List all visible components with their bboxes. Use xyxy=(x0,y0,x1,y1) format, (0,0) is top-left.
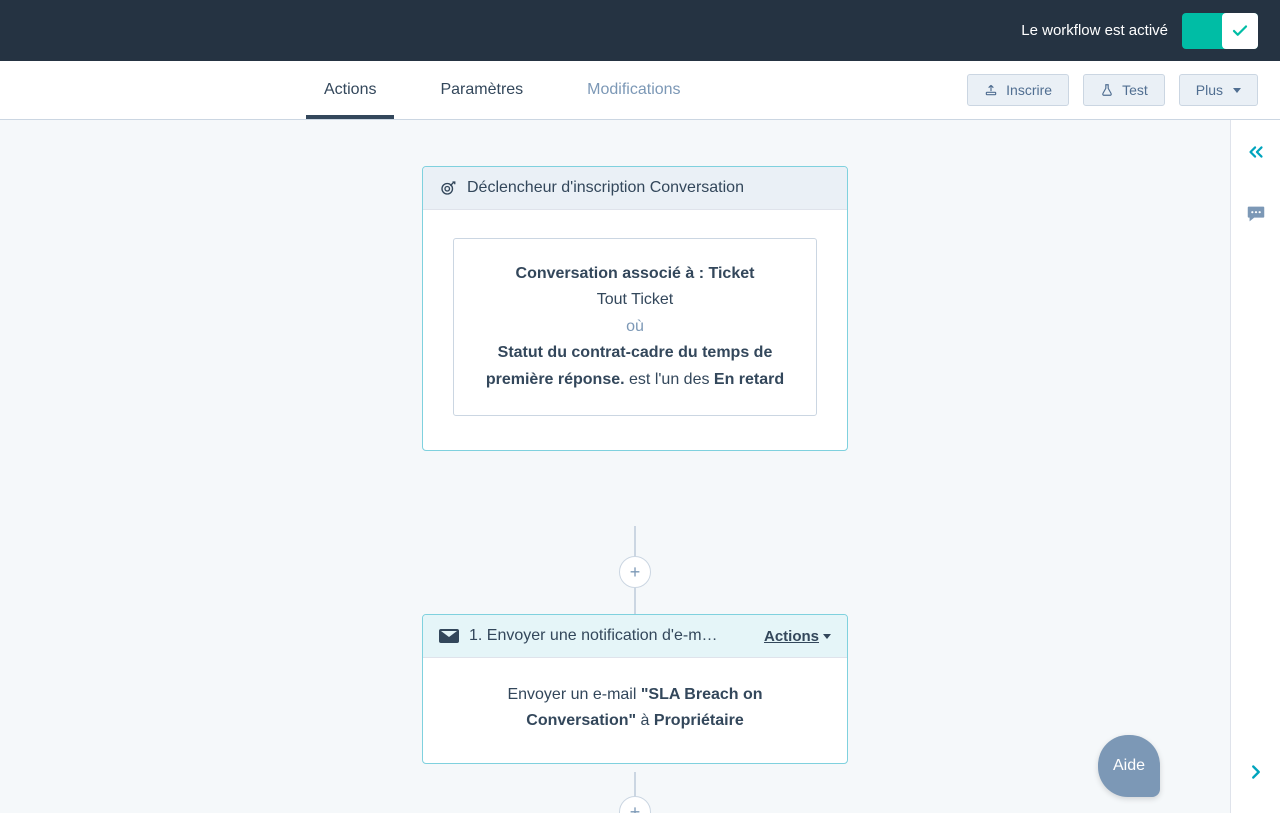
inscrire-button[interactable]: Inscrire xyxy=(967,74,1069,106)
test-label: Test xyxy=(1122,83,1148,97)
action-body-mid: à xyxy=(636,712,654,729)
trigger-line3b: En retard xyxy=(714,371,784,388)
plus-icon: + xyxy=(630,802,641,813)
plus-button[interactable]: Plus xyxy=(1179,74,1258,106)
actions-menu-label: Actions xyxy=(764,628,819,645)
trigger-card-header: Déclencheur d'inscription Conversation xyxy=(423,167,847,210)
nav-spacer xyxy=(713,61,968,119)
plus-icon: + xyxy=(630,562,641,583)
action-card-header-left: 1. Envoyer une notification d'e-m… xyxy=(439,627,754,645)
nav-tabs: Actions Paramètres Modifications xyxy=(292,61,713,119)
mail-icon xyxy=(439,629,459,643)
tab-actions[interactable]: Actions xyxy=(292,61,408,119)
enroll-icon xyxy=(984,83,998,97)
tab-modifications[interactable]: Modifications xyxy=(555,61,712,119)
collapse-rail-button[interactable] xyxy=(1238,134,1274,170)
tab-parametres-label: Paramètres xyxy=(440,81,523,99)
tab-modifications-label: Modifications xyxy=(587,81,680,99)
add-action-button-1[interactable]: + xyxy=(619,556,651,588)
flask-icon xyxy=(1100,83,1114,97)
test-button[interactable]: Test xyxy=(1083,74,1165,106)
action-card[interactable]: 1. Envoyer une notification d'e-m… Actio… xyxy=(422,614,848,764)
tab-parametres[interactable]: Paramètres xyxy=(408,61,555,119)
toggle-track xyxy=(1182,13,1222,49)
help-label: Aide xyxy=(1113,757,1145,775)
comments-button[interactable] xyxy=(1238,196,1274,232)
top-header: Le workflow est activé xyxy=(0,0,1280,61)
inscrire-label: Inscrire xyxy=(1006,83,1052,97)
trigger-card[interactable]: Déclencheur d'inscription Conversation C… xyxy=(422,166,848,451)
chevron-double-left-icon xyxy=(1245,141,1267,163)
trigger-card-body: Conversation associé à : Ticket Tout Tic… xyxy=(423,210,847,450)
toggle-on-indicator xyxy=(1222,13,1258,49)
action-card-header: 1. Envoyer une notification d'e-m… Actio… xyxy=(423,615,847,658)
comment-icon xyxy=(1245,203,1267,225)
canvas-wrap: Déclencheur d'inscription Conversation C… xyxy=(0,120,1280,813)
chevron-down-icon xyxy=(823,634,831,639)
check-icon xyxy=(1231,22,1249,40)
plus-label: Plus xyxy=(1196,83,1223,97)
workflow-toggle[interactable] xyxy=(1182,13,1258,49)
action-card-title: 1. Envoyer une notification d'e-m… xyxy=(469,627,718,645)
help-bubble[interactable]: Aide xyxy=(1098,735,1160,797)
chevron-right-icon xyxy=(1245,761,1267,783)
nav-actions: Inscrire Test Plus xyxy=(967,61,1258,119)
workflow-canvas[interactable]: Déclencheur d'inscription Conversation C… xyxy=(0,120,1230,813)
trigger-card-title: Déclencheur d'inscription Conversation xyxy=(467,179,744,197)
trigger-line1: Conversation associé à : Ticket xyxy=(516,265,755,282)
right-rail xyxy=(1230,120,1280,813)
workflow-activated-label: Le workflow est activé xyxy=(1021,22,1168,39)
trigger-line3mid: est l'un des xyxy=(625,371,714,388)
target-icon xyxy=(439,179,457,197)
action-body-owner: Propriétaire xyxy=(654,712,744,729)
next-panel-button[interactable] xyxy=(1231,761,1280,783)
trigger-line3: Statut du contrat-cadre du temps de prem… xyxy=(472,340,798,393)
add-action-button-2[interactable]: + xyxy=(619,796,651,813)
action-card-actions-menu[interactable]: Actions xyxy=(764,628,831,645)
trigger-ou: où xyxy=(472,314,798,340)
trigger-criteria-box[interactable]: Conversation associé à : Ticket Tout Tic… xyxy=(453,238,817,416)
chevron-down-icon xyxy=(1233,88,1241,93)
tab-actions-label: Actions xyxy=(324,81,376,99)
action-card-body: Envoyer un e-mail "SLA Breach on Convers… xyxy=(423,658,847,763)
action-body-pre: Envoyer un e-mail xyxy=(507,686,640,703)
trigger-line2: Tout Ticket xyxy=(472,287,798,313)
secondary-nav: Actions Paramètres Modifications Inscrir… xyxy=(0,61,1280,120)
